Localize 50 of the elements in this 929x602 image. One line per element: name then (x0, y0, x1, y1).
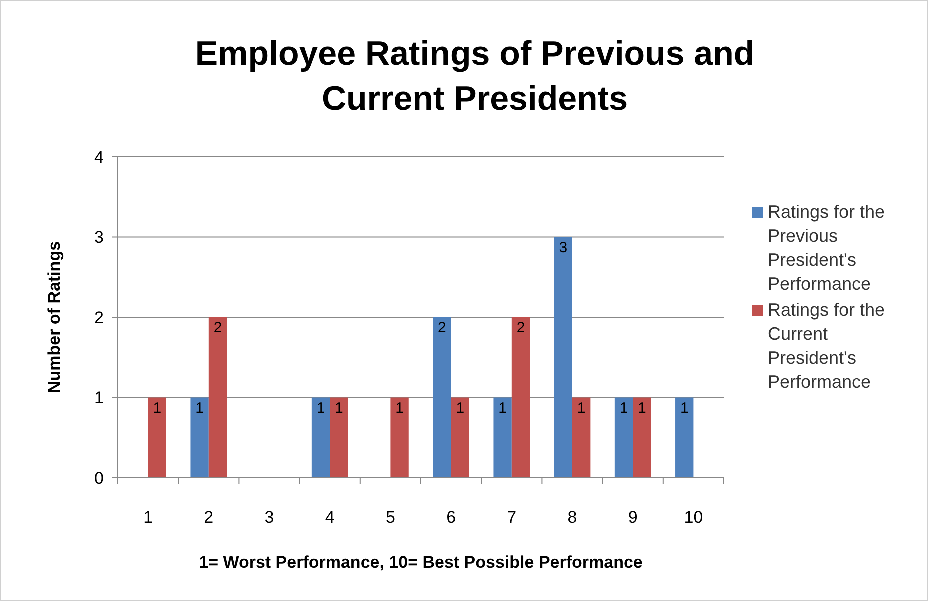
x-tick-label: 8 (568, 508, 578, 527)
x-tick-label: 6 (446, 508, 456, 527)
x-tick-label: 4 (325, 508, 335, 527)
y-tick-label: 1 (94, 388, 104, 408)
data-label: 1 (620, 400, 628, 417)
data-label: 1 (577, 400, 586, 417)
legend-label: Ratings for the Previous President's Performance (768, 202, 886, 294)
x-tick-label: 1 (144, 508, 154, 527)
bar (208, 318, 228, 478)
y-tick-label: 0 (94, 468, 104, 488)
x-tick-label: 5 (386, 508, 396, 527)
data-label: 1 (498, 400, 507, 417)
bar (451, 398, 470, 478)
bar (312, 398, 330, 478)
x-tick-label: 2 (204, 508, 214, 527)
bar (554, 237, 572, 478)
y-tick-label: 2 (94, 308, 104, 328)
data-label: 1 (335, 400, 344, 417)
x-tick-label: 10 (684, 508, 704, 527)
y-axis-title: Number of Ratings (45, 241, 64, 394)
bar (433, 318, 452, 478)
legend-label: Ratings for the Current President's Performance (768, 300, 886, 392)
bar (494, 398, 512, 478)
bar (676, 398, 694, 478)
data-label: 1 (456, 400, 465, 417)
bar (572, 398, 591, 478)
bar (614, 398, 634, 478)
data-label: 1 (680, 400, 689, 417)
bar (148, 398, 166, 478)
bar (512, 318, 530, 478)
data-label: 1 (316, 400, 326, 417)
data-label: 2 (516, 320, 526, 336)
bar (330, 398, 348, 478)
bar (190, 398, 209, 478)
x-tick-label: 7 (507, 508, 517, 527)
x-tick-label: 3 (264, 508, 274, 527)
data-label: 3 (559, 239, 568, 256)
data-label: 1 (153, 400, 162, 417)
chart-title: Employee Ratings of Previous and Current Presidents (195, 35, 755, 118)
y-tick-label: 3 (94, 228, 104, 248)
data-label: 1 (196, 400, 204, 417)
data-label: 2 (214, 320, 222, 336)
bar (390, 398, 409, 478)
bar (633, 398, 652, 478)
data-label: 1 (396, 400, 404, 417)
data-label: 2 (438, 320, 446, 336)
x-axis-title: 1= Worst Performance, 10= Best Possible Performance (199, 553, 643, 572)
y-tick-label: 4 (94, 148, 104, 167)
data-label: 1 (638, 400, 646, 417)
x-tick-label: 9 (628, 508, 638, 527)
